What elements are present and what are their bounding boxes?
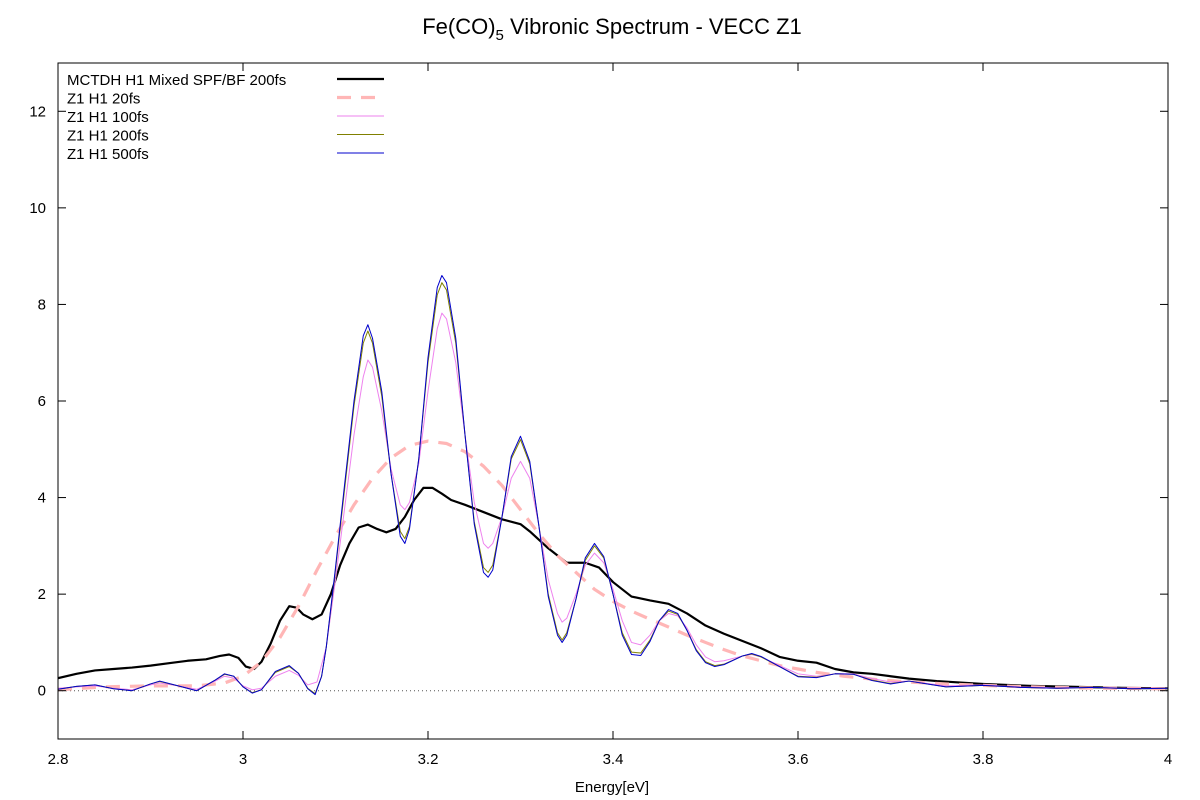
x-tick-label: 3 (239, 751, 247, 768)
x-tick-label: 3.6 (788, 751, 809, 768)
y-tick-label: 0 (38, 683, 46, 700)
y-tick-label: 10 (29, 200, 46, 217)
chart-title-main: Fe(CO) (422, 14, 495, 39)
legend-label-1: Z1 H1 20fs (67, 91, 140, 108)
chart-title-suffix: Vibronic Spectrum - VECC Z1 (504, 14, 802, 39)
series-line-3 (58, 282, 1168, 695)
x-tick-label: 3.2 (418, 751, 439, 768)
series-line-0 (58, 486, 1168, 690)
x-axis-label: Energy[eV] (575, 779, 649, 796)
plot-area: 2.8 3 3.2 3.4 3.6 3.8 4 0 2 4 6 8 10 12 MCTDH H1 Mixed… (29, 62, 1172, 768)
plot-frame (57, 62, 1169, 740)
y-tick-label: 4 (38, 490, 46, 507)
series-group (58, 274, 1168, 696)
legend-label-0: MCTDH H1 Mixed SPF/BF 200fs (67, 72, 286, 89)
chart-title: Fe(CO)5 Vibronic Spectrum - VECC Z1 (422, 14, 802, 44)
y-tick-label: 8 (38, 296, 46, 313)
x-tick-label: 2.8 (48, 751, 69, 768)
y-tick-label: 2 (38, 586, 46, 603)
series-line-2 (58, 312, 1168, 691)
x-tick-label: 4 (1164, 751, 1172, 768)
x-tick-label: 3.4 (603, 751, 624, 768)
legend-label-4: Z1 H1 500fs (67, 146, 149, 163)
y-tick-label: 12 (29, 103, 46, 120)
legend-label-2: Z1 H1 100fs (67, 109, 149, 126)
series-line-4 (58, 274, 1168, 696)
series-line-1 (58, 439, 1168, 692)
chart-title-subscript: 5 (496, 27, 504, 44)
legend-label-3: Z1 H1 200fs (67, 128, 149, 145)
y-tick-label: 6 (38, 393, 46, 410)
x-tick-label: 3.8 (973, 751, 994, 768)
